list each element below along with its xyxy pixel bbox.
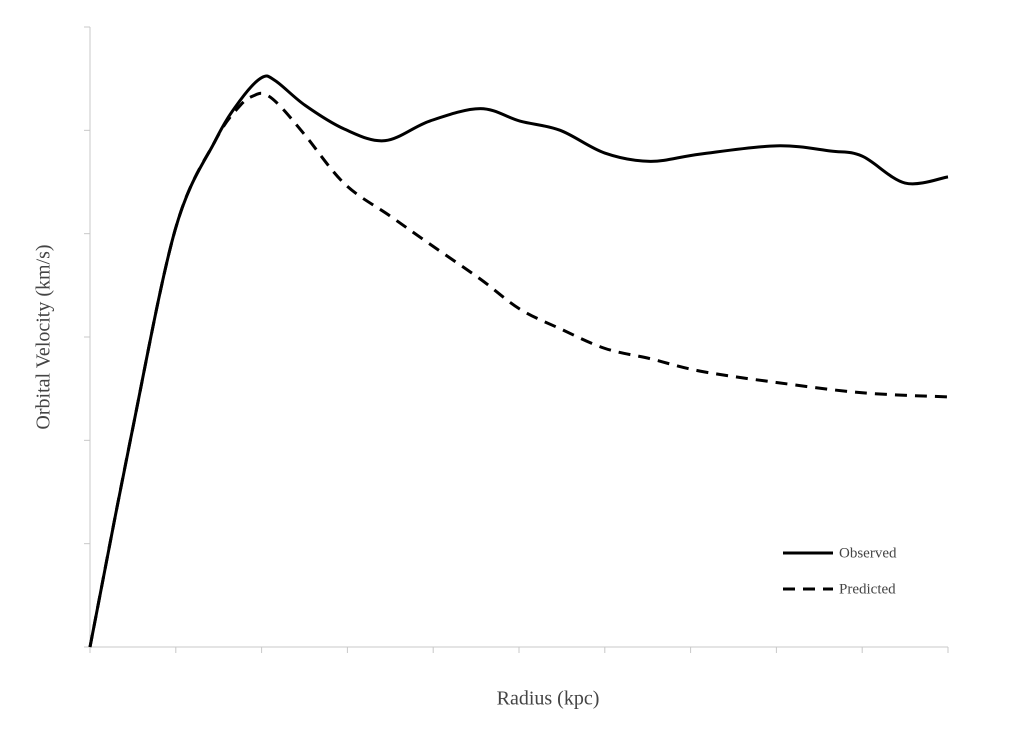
legend-label: Observed [839, 545, 897, 561]
series-line [88, 74, 949, 648]
legend-label: Predicted [839, 581, 896, 597]
y-axis-label: Orbital Velocity (km/s) [33, 244, 55, 429]
series-line [88, 91, 949, 648]
x-axis-label: Radius (kpc) [497, 688, 600, 710]
